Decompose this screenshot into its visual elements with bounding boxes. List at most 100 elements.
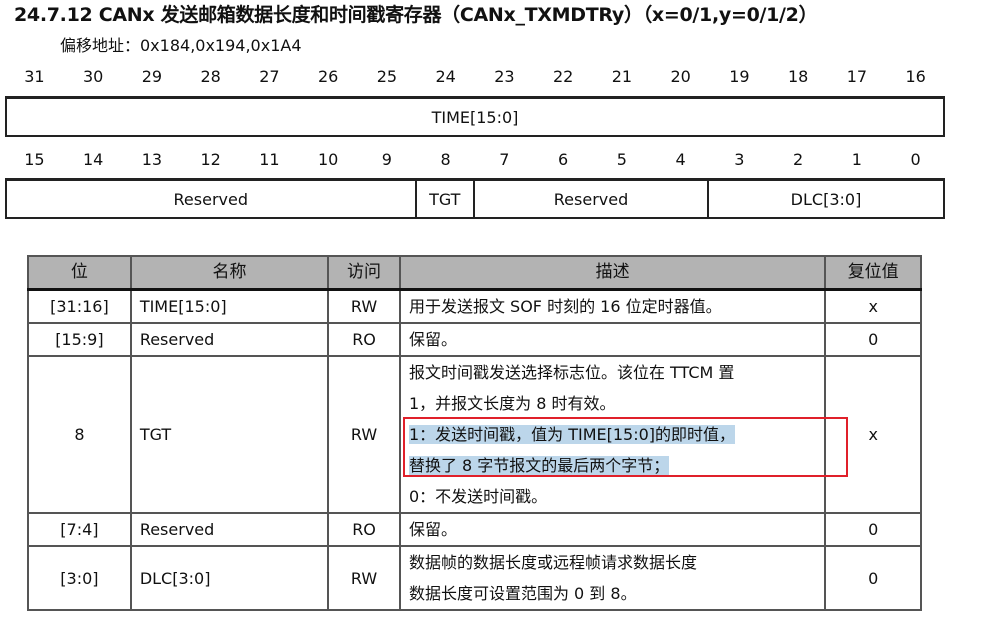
bit-number: 29	[141, 67, 163, 86]
bit-number: 1	[851, 150, 862, 169]
bit-number: 27	[259, 67, 280, 86]
column-header: 名称	[129, 255, 330, 291]
description-line: 数据长度可设置范围为 0 到 8。	[409, 578, 816, 609]
description-line: 保留。	[409, 324, 816, 355]
column-header: 位	[27, 255, 132, 291]
register-low-fields: Reserved TGT Reserved DLC[3:0]	[5, 178, 945, 219]
annotation-highlight-box	[403, 417, 848, 477]
description-text: 报文时间戳发送选择标志位。该位在 TTCM 置	[408, 363, 735, 382]
offset-address: 偏移地址：0x184,0x194,0x1A4	[60, 36, 302, 55]
bit-number: 10	[317, 150, 339, 169]
reset-cell: x	[824, 288, 922, 324]
reset-cell: 0	[824, 512, 922, 547]
bit-numbers-high: 31 30 29 28 27 26 25 24 23 22 21 20 19 18 17 16	[5, 67, 945, 86]
bit-number: 9	[381, 150, 392, 169]
section-title: 24.7.12 CANx 发送邮箱数据长度和时间戳寄存器（CANx_TXMDTR…	[14, 4, 818, 26]
name-cell: Reserved	[129, 512, 330, 547]
table-row: 8 TGT RW 报文时间戳发送选择标志位。该位在 TTCM 置 1，并报文长度为 8 …	[27, 355, 922, 514]
table-row: [7:4] Reserved RO 保留。 0	[27, 512, 922, 547]
bit-number: 2	[793, 150, 804, 169]
bit-number: 8	[440, 150, 451, 169]
bit-number: 24	[435, 67, 456, 86]
description-text: 保留。	[408, 330, 457, 349]
description-text: 1，并报文长度为 8 时有效。	[408, 394, 616, 413]
bit-number: 0	[910, 150, 921, 169]
bit-number: 5	[616, 150, 627, 169]
table-row: [15:9] Reserved RO 保留。 0	[27, 322, 922, 357]
description-text: 保留。	[408, 520, 457, 539]
description-line: 1：发送时间戳，值为 TIME[15:0]的即时值，	[408, 419, 816, 450]
bits-cell: [31:16]	[27, 288, 132, 324]
description-cell: 用于发送报文 SOF 时刻的 16 位定时器值。	[398, 288, 827, 324]
bit-number: 28	[200, 67, 221, 86]
bit-number: 26	[317, 67, 339, 86]
bit-numbers-low: 15 14 13 12 11 10 9 8 7 6 5 4 3 2 1 0	[5, 150, 945, 169]
bit-number: 30	[82, 67, 104, 86]
description-cell: 保留。	[398, 322, 827, 357]
description-line: 替换了 8 字节报文的最后两个字节；	[408, 450, 816, 481]
table-header-row: 位名称 访问 描述 复位值	[27, 255, 922, 291]
register-high-fields: TIME[15:0]	[5, 96, 945, 137]
bit-number: 12	[200, 150, 221, 169]
description-text: 替换了 8 字节报文的最后两个字节；	[408, 456, 670, 475]
access-cell: RO	[327, 322, 401, 357]
description-line: 0：不发送时间戳。	[409, 481, 816, 512]
bit-number: 13	[141, 150, 163, 169]
description-line: 报文时间戳发送选择标志位。该位在 TTCM 置	[409, 357, 816, 388]
reset-cell: 0	[824, 322, 922, 357]
bits-cell: [7:4]	[27, 512, 132, 547]
access-cell: RW	[327, 355, 401, 514]
bit-number: 14	[82, 150, 104, 169]
bit-number: 20	[670, 67, 691, 86]
bit-number: 23	[494, 67, 515, 86]
table-row: [31:16] TIME[15:0] RW 用于发送报文 SOF 时刻的 16 位定时…	[27, 288, 922, 324]
description-line: 保留。	[409, 514, 816, 545]
register-description-table: 位名称 访问 描述 复位值 [31:16] TIME[15:0] RW 用于发送报文 SOF…	[27, 255, 922, 611]
bit-number: 15	[24, 150, 45, 169]
description-line: 1，并报文长度为 8 时有效。	[409, 388, 816, 419]
bit-number: 3	[734, 150, 745, 169]
bits-cell: 8	[27, 355, 132, 514]
column-header: 描述	[398, 255, 827, 291]
description-text: 0：不发送时间戳。	[408, 487, 548, 506]
description-line: 数据帧的数据长度或远程帧请求数据长度	[409, 547, 816, 578]
description-line: 用于发送报文 SOF 时刻的 16 位定时器值。	[409, 291, 816, 322]
bit-number: 6	[558, 150, 569, 169]
register-field: TIME[15:0]	[431, 107, 519, 127]
bit-number: 21	[611, 67, 633, 86]
bits-cell: [3:0]	[27, 545, 132, 611]
description-text: 数据帧的数据长度或远程帧请求数据长度	[408, 553, 697, 572]
reset-cell: x	[824, 355, 922, 514]
register-field: DLC[3:0]	[790, 189, 862, 209]
name-cell: TGT	[129, 355, 330, 514]
bit-number: 16	[905, 67, 926, 86]
bit-number: 19	[729, 67, 750, 86]
register-field: Reserved	[7, 181, 417, 217]
access-cell: RW	[327, 288, 401, 324]
bit-number: 7	[499, 150, 510, 169]
bit-number: 31	[24, 67, 45, 86]
column-header: 访问	[327, 255, 401, 291]
bit-number: 11	[259, 150, 280, 169]
description-cell: 数据帧的数据长度或远程帧请求数据长度 数据长度可设置范围为 0 到 8。	[398, 545, 827, 611]
bit-number: 22	[552, 67, 574, 86]
table-row: [3:0] DLC[3:0] RW 数据帧的数据长度或远程帧请求数据长度 数据长度可设置…	[27, 545, 922, 611]
description-text: 用于发送报文 SOF 时刻的 16 位定时器值。	[408, 297, 722, 316]
access-cell: RW	[327, 545, 401, 611]
bit-number: 4	[675, 150, 686, 169]
name-cell: DLC[3:0]	[129, 545, 330, 611]
description-cell: 保留。	[398, 512, 827, 547]
access-cell: RO	[327, 512, 401, 547]
bits-cell: [15:9]	[27, 322, 132, 357]
bit-number: 17	[846, 67, 868, 86]
register-field: Reserved	[475, 181, 709, 217]
column-header: 复位值	[824, 255, 922, 291]
register-field: TGT	[417, 181, 475, 217]
reset-cell: 0	[824, 545, 922, 611]
name-cell: TIME[15:0]	[129, 288, 330, 324]
bit-number: 25	[376, 67, 398, 86]
description-cell: 报文时间戳发送选择标志位。该位在 TTCM 置 1，并报文长度为 8 时有效。 1：…	[398, 355, 827, 514]
description-text: 1：发送时间戳，值为 TIME[15:0]的即时值，	[408, 425, 736, 444]
description-text: 数据长度可设置范围为 0 到 8。	[408, 584, 637, 603]
bit-number: 18	[787, 67, 809, 86]
